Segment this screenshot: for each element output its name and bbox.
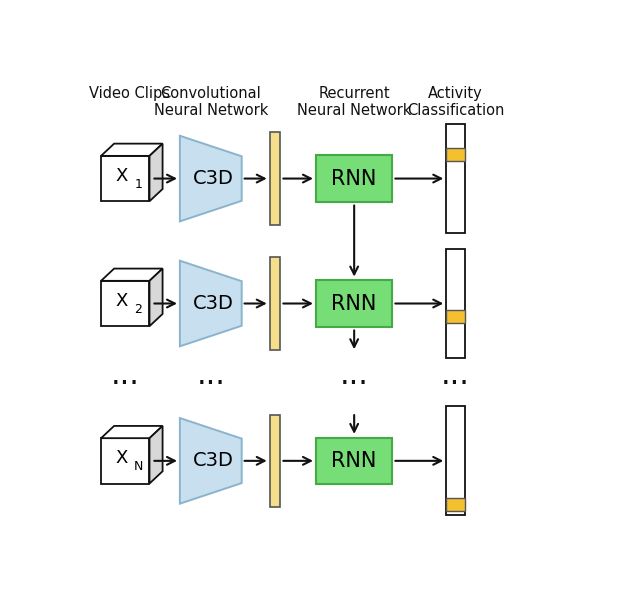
Text: X: X — [115, 449, 128, 467]
Polygon shape — [149, 144, 163, 201]
Text: X: X — [115, 167, 128, 185]
Text: C3D: C3D — [193, 294, 234, 313]
Polygon shape — [101, 438, 149, 484]
Text: C3D: C3D — [193, 451, 234, 471]
Polygon shape — [101, 269, 163, 281]
Text: RNN: RNN — [332, 168, 377, 189]
Polygon shape — [180, 136, 242, 221]
Polygon shape — [180, 418, 242, 504]
Bar — [270, 257, 281, 350]
Text: RNN: RNN — [332, 293, 377, 314]
Text: N: N — [133, 460, 143, 473]
Text: C3D: C3D — [193, 169, 234, 188]
Polygon shape — [149, 269, 163, 326]
Text: Activity
Classification: Activity Classification — [407, 86, 504, 118]
Bar — [316, 156, 392, 202]
Bar — [270, 132, 281, 225]
Bar — [446, 310, 465, 323]
Text: ...: ... — [111, 361, 140, 389]
Polygon shape — [101, 426, 163, 438]
Polygon shape — [101, 281, 149, 326]
Text: Recurrent
Neural Network: Recurrent Neural Network — [297, 86, 412, 118]
Text: ...: ... — [441, 361, 470, 389]
Text: ...: ... — [339, 361, 369, 389]
Polygon shape — [101, 156, 149, 201]
Bar — [446, 124, 465, 233]
Text: Convolutional
Neural Network: Convolutional Neural Network — [154, 86, 268, 118]
Text: 1: 1 — [134, 178, 142, 191]
Text: Video Clips: Video Clips — [89, 86, 170, 101]
Bar — [316, 438, 392, 484]
Bar — [446, 148, 465, 161]
Bar — [446, 406, 465, 515]
Bar — [446, 498, 465, 511]
Text: RNN: RNN — [332, 451, 377, 471]
Bar — [270, 415, 281, 507]
Text: X: X — [115, 291, 128, 310]
Polygon shape — [149, 426, 163, 484]
Text: 2: 2 — [134, 302, 142, 316]
Bar — [316, 280, 392, 327]
Polygon shape — [101, 144, 163, 156]
Polygon shape — [180, 261, 242, 346]
Text: ...: ... — [197, 361, 225, 389]
Bar — [446, 249, 465, 358]
